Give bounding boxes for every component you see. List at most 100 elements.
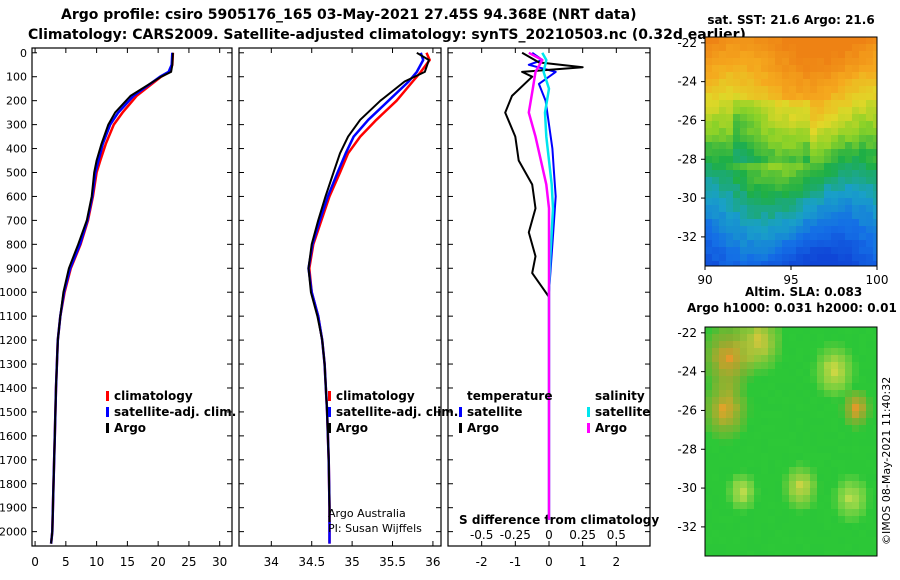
sla-pixel [859, 383, 866, 390]
sst-pixel [775, 114, 782, 121]
sla-pixel [852, 397, 859, 404]
sst-pixel [761, 205, 768, 212]
sla-pixel [740, 481, 747, 488]
sst-pixel [733, 184, 740, 191]
sst-pixel [838, 100, 845, 107]
sst-pixel [838, 107, 845, 114]
sla-pixel [782, 362, 789, 369]
sla-pixel [873, 334, 877, 341]
sst-pixel [740, 79, 747, 86]
sst-pixel [845, 184, 852, 191]
sla-pixel [789, 369, 796, 376]
sst-pixel [831, 254, 838, 261]
sla-pixel [761, 369, 768, 376]
sla-pixel [747, 327, 754, 334]
sla-pixel [831, 376, 838, 383]
sst-pixel [845, 79, 852, 86]
sla-pixel [747, 362, 754, 369]
sst-pixel [859, 184, 866, 191]
sst-pixel [782, 114, 789, 121]
sla-pixel [775, 481, 782, 488]
sla-pixel [866, 418, 873, 425]
sst-pixel [747, 79, 754, 86]
sst-pixel [852, 240, 859, 247]
sst-pixel [803, 261, 810, 266]
sla-pixel [838, 425, 845, 432]
sal-xtick-label: 35.5 [379, 555, 406, 569]
sla-pixel [845, 383, 852, 390]
sst-pixel [712, 247, 719, 254]
sst-pixel [733, 107, 740, 114]
sla-pixel [782, 341, 789, 348]
sst-pixel [845, 114, 852, 121]
sla-pixel [747, 341, 754, 348]
sst-pixel [789, 114, 796, 121]
sst-pixel [761, 135, 768, 142]
sla-ytick-label: -30 [677, 481, 697, 495]
sla-pixel [817, 390, 824, 397]
sst-xtick-label: 95 [783, 273, 798, 287]
sla-pixel [761, 488, 768, 495]
sla-pixel [852, 488, 859, 495]
sla-pixel [866, 537, 873, 544]
diff-sal-satellite-line [541, 52, 555, 520]
sst-pixel [838, 163, 845, 170]
sla-pixel [873, 544, 877, 551]
sla-pixel [726, 481, 733, 488]
sla-pixel [838, 453, 845, 460]
sla-pixel [782, 509, 789, 516]
sst-pixel [719, 254, 726, 261]
sst-pixel [782, 177, 789, 184]
sst-pixel [859, 198, 866, 205]
sst-pixel [803, 226, 810, 233]
sst-pixel [845, 219, 852, 226]
sst-pixel [754, 86, 761, 93]
sla-pixel [747, 523, 754, 530]
sla-pixel [782, 425, 789, 432]
sst-ytick-label: -32 [677, 230, 697, 244]
sst-pixel [796, 86, 803, 93]
sst-pixel [831, 114, 838, 121]
sst-pixel [845, 205, 852, 212]
sla-pixel [733, 390, 740, 397]
sla-pixel [733, 404, 740, 411]
sla-pixel [761, 425, 768, 432]
sla-pixel [803, 453, 810, 460]
sla-pixel [845, 418, 852, 425]
sla-pixel [803, 439, 810, 446]
depth-tick-label: 1800 [0, 478, 27, 491]
sla-pixel [782, 495, 789, 502]
sla-pixel [866, 425, 873, 432]
sst-pixel [747, 226, 754, 233]
sla-pixel [747, 397, 754, 404]
sla-pixel [733, 516, 740, 523]
sla-pixel [873, 523, 877, 530]
sla-pixel [873, 488, 877, 495]
sst-pixel [705, 93, 712, 100]
sla-pixel [747, 348, 754, 355]
sst-pixel [852, 107, 859, 114]
sst-pixel [810, 170, 817, 177]
sst-pixel [810, 149, 817, 156]
sla-pixel [768, 355, 775, 362]
sst-pixel [712, 233, 719, 240]
sla-pixel [817, 362, 824, 369]
sla-pixel [831, 341, 838, 348]
sla-pixel [712, 467, 719, 474]
sla-pixel [726, 432, 733, 439]
sst-pixel [803, 128, 810, 135]
sla-pixel [754, 334, 761, 341]
sla-pixel [866, 502, 873, 509]
sla-pixel [740, 453, 747, 460]
sst-pixel [810, 86, 817, 93]
sst-pixel [719, 114, 726, 121]
sst-pixel [845, 170, 852, 177]
sla-pixel [775, 404, 782, 411]
sla-pixel [705, 376, 712, 383]
sla-pixel [761, 376, 768, 383]
sla-pixel [796, 383, 803, 390]
sla-pixel [782, 418, 789, 425]
sst-pixel [782, 191, 789, 198]
sla-pixel [817, 432, 824, 439]
sst-pixel [712, 261, 719, 266]
